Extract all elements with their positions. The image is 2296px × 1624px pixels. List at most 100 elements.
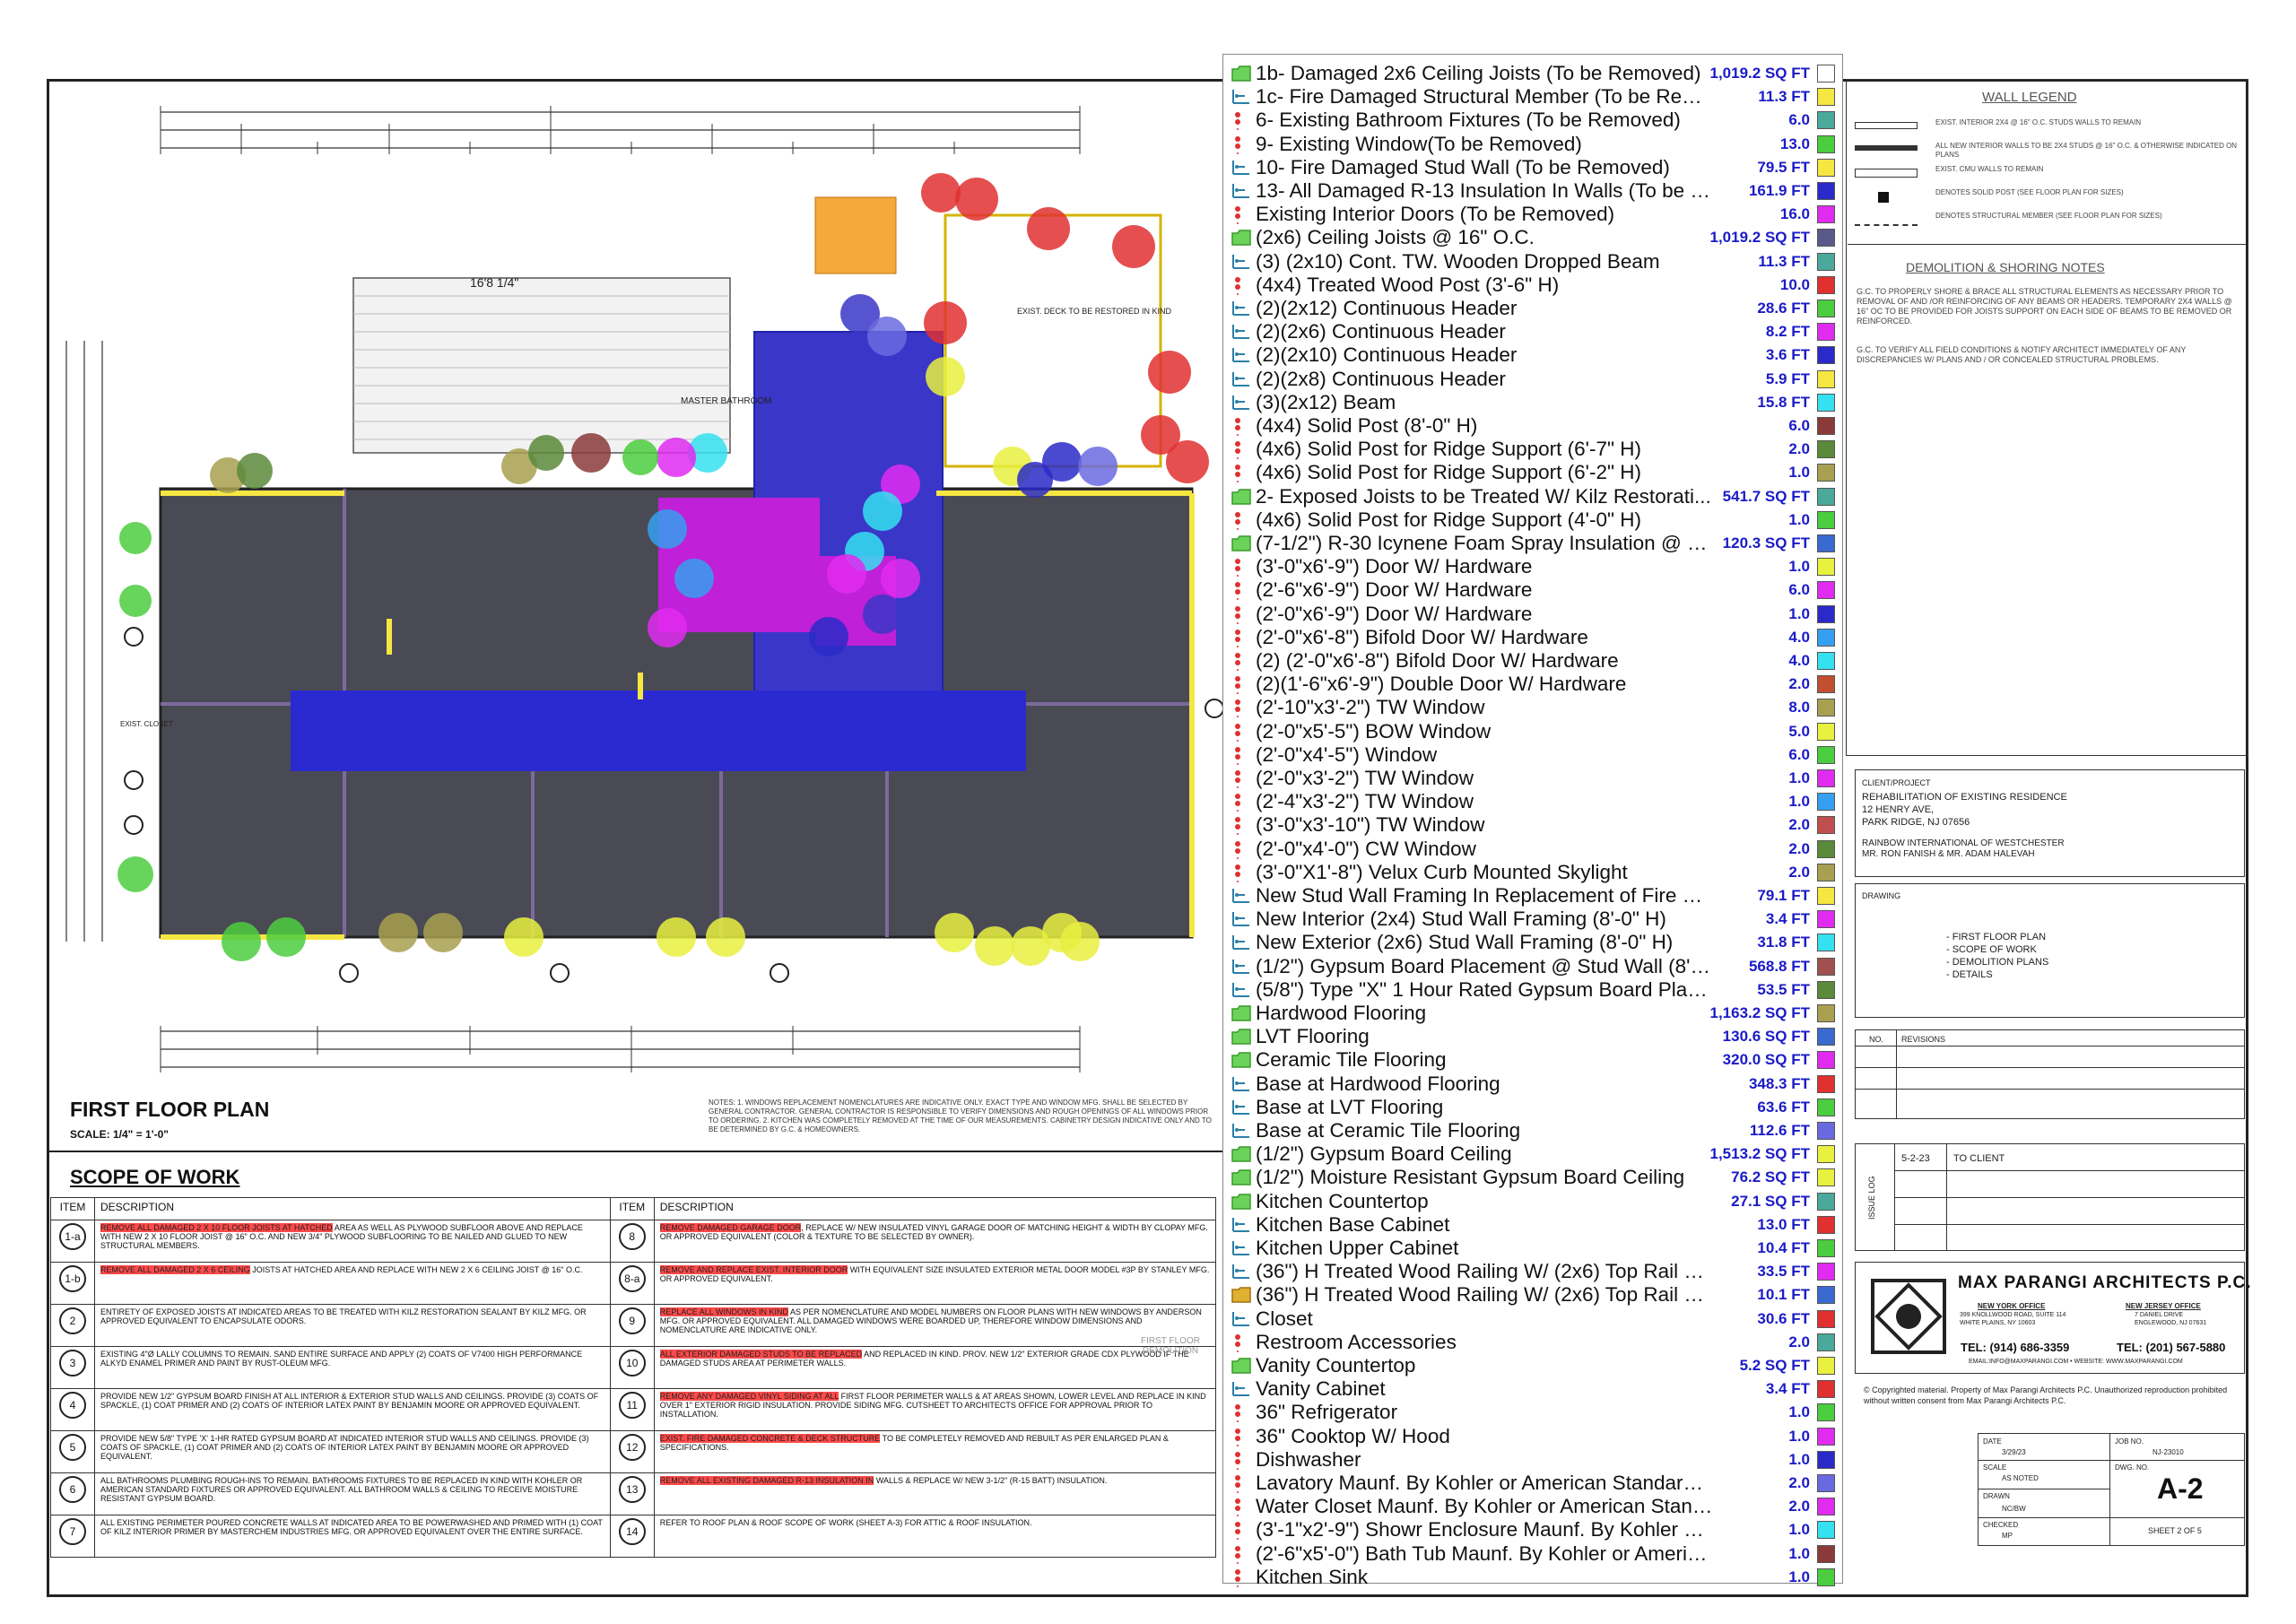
legend-row[interactable]: (2)(2x8) Continuous Header 5.9 FT: [1223, 368, 1842, 391]
legend-row[interactable]: 9- Existing Window(To be Removed) 13.0: [1223, 133, 1842, 156]
legend-row[interactable]: (4x4) Treated Wood Post (3'-6" H) 10.0: [1223, 274, 1842, 297]
legend-row[interactable]: New Interior (2x4) Stud Wall Framing (8'…: [1223, 908, 1842, 931]
legend-row[interactable]: Ceramic Tile Flooring 320.0 SQ FT: [1223, 1048, 1842, 1072]
legend-row[interactable]: (2x6) Ceiling Joists @ 16" O.C. 1,019.2 S…: [1223, 226, 1842, 249]
legend-row[interactable]: (2)(2x10) Continuous Header 3.6 FT: [1223, 343, 1842, 367]
legend-label: (2)(1'-6"x6'-9") Double Door W/ Hardware: [1256, 673, 1627, 696]
legend-row[interactable]: 36" Refrigerator 1.0: [1223, 1401, 1842, 1424]
legend-row[interactable]: New Stud Wall Framing In Replacement of …: [1223, 884, 1842, 908]
legend-row[interactable]: Dishwasher 1.0: [1223, 1448, 1842, 1472]
legend-row[interactable]: (2'-0"x3'-2") TW Window 1.0: [1223, 767, 1842, 790]
legend-row[interactable]: Vanity Countertop 5.2 SQ FT: [1223, 1354, 1842, 1377]
legend-row[interactable]: (2'-4"x3'-2") TW Window 1.0: [1223, 790, 1842, 813]
legend-row[interactable]: (1/2") Gypsum Board Placement @ Stud Wal…: [1223, 955, 1842, 978]
legend-row[interactable]: (2)(1'-6"x6'-9") Double Door W/ Hardware…: [1223, 673, 1842, 696]
legend-row[interactable]: (2'-6"x5'-0") Bath Tub Maunf. By Kohler …: [1223, 1542, 1842, 1566]
legend-row[interactable]: Water Closet Maunf. By Kohler or America…: [1223, 1495, 1842, 1518]
legend-row[interactable]: (5/8") Type "X" 1 Hour Rated Gypsum Boar…: [1223, 978, 1842, 1002]
legend-row[interactable]: 6- Existing Bathroom Fixtures (To be Rem…: [1223, 109, 1842, 132]
legend-row[interactable]: (4x6) Solid Post for Ridge Support (6'-2…: [1223, 461, 1842, 484]
legend-row[interactable]: (3'-1"x2'-9") Showr Enclosure Maunf. By …: [1223, 1518, 1842, 1541]
legend-row[interactable]: (1/2") Gypsum Board Ceiling 1,513.2 SQ FT: [1223, 1142, 1842, 1166]
dwg-number: A-2: [2157, 1472, 2204, 1505]
legend-row[interactable]: 10- Fire Damaged Stud Wall (To be Remove…: [1223, 156, 1842, 179]
legend-row[interactable]: (2'-0"x6'-8") Bifold Door W/ Hardware 4.0: [1223, 626, 1842, 649]
legend-row[interactable]: 36" Cooktop W/ Hood 1.0: [1223, 1425, 1842, 1448]
legend-color-swatch: [1817, 558, 1835, 577]
count-markers[interactable]: [117, 173, 1209, 966]
legend-row[interactable]: (2) (2'-0"x6'-8") Bifold Door W/ Hardwar…: [1223, 649, 1842, 673]
watermark-text: FIRST FLOOR DEMOLITION: [1141, 1336, 1200, 1356]
legend-row[interactable]: 13- All Damaged R-13 Insulation In Walls…: [1223, 179, 1842, 203]
legend-row[interactable]: (2)(2x12) Continuous Header 28.6 FT: [1223, 297, 1842, 320]
legend-row[interactable]: (4x6) Solid Post for Ridge Support (6'-7…: [1223, 438, 1842, 461]
legend-row[interactable]: (2'-0"x4'-0") CW Window 2.0: [1223, 838, 1842, 861]
divider: [47, 1151, 1222, 1152]
takeoff-legend-panel[interactable]: 1b- Damaged 2x6 Ceiling Joists (To be Re…: [1222, 54, 1843, 1588]
legend-color-swatch: [1817, 769, 1835, 787]
count-measure-icon: [1235, 511, 1240, 530]
window-marker: [119, 522, 152, 554]
legend-row[interactable]: (2'-0"x4'-5") Window 6.0: [1223, 743, 1842, 767]
legend-row[interactable]: Kitchen Upper Cabinet 10.4 FT: [1223, 1237, 1842, 1260]
legend-row[interactable]: New Exterior (2x6) Stud Wall Framing (8'…: [1223, 931, 1842, 954]
legend-row[interactable]: (3)(2x12) Beam 15.8 FT: [1223, 391, 1842, 414]
legend-row[interactable]: (2'-6"x6'-9") Door W/ Hardware 6.0: [1223, 578, 1842, 602]
legend-row[interactable]: (2'-10"x3'-2") TW Window 8.0: [1223, 696, 1842, 719]
legend-row[interactable]: (2)(2x6) Continuous Header 8.2 FT: [1223, 320, 1842, 343]
legend-quantity: 2.0: [1788, 675, 1810, 693]
legend-label: 1b- Damaged 2x6 Ceiling Joists (To be Re…: [1256, 62, 1701, 84]
legend-row[interactable]: (2'-0"x6'-9") Door W/ Hardware 1.0: [1223, 603, 1842, 626]
legend-quantity: 2.0: [1788, 1498, 1810, 1515]
drawing-sheet-border: [47, 79, 2248, 1597]
drawn-value: NC/BW: [2002, 1505, 2026, 1513]
legend-row[interactable]: (3'-0"x3'-10") TW Window 2.0: [1223, 813, 1842, 837]
legend-color-swatch: [1817, 957, 1835, 976]
count-measure-icon: [1235, 465, 1240, 483]
legend-quantity: 10.0: [1779, 275, 1810, 293]
legend-row[interactable]: Kitchen Sink 1.0: [1223, 1566, 1842, 1589]
legend-row[interactable]: 1c- Fire Damaged Structural Member (To b…: [1223, 85, 1842, 109]
legend-row[interactable]: (1/2") Moisture Resistant Gypsum Board C…: [1223, 1166, 1842, 1189]
dimension-label: 16'8 1/4": [470, 275, 518, 290]
scope-row: 1-b REMOVE ALL DAMAGED 2 X 6 CEILING JOIS…: [50, 1262, 1217, 1305]
legend-row[interactable]: Vanity Cabinet 3.4 FT: [1223, 1377, 1842, 1401]
legend-row[interactable]: Kitchen Countertop 27.1 SQ FT: [1223, 1190, 1842, 1213]
legend-row[interactable]: (3) (2x10) Cont. TW. Wooden Dropped Beam…: [1223, 250, 1842, 274]
legend-row[interactable]: Lavatory Maunf. By Kohler or American St…: [1223, 1472, 1842, 1495]
legend-row[interactable]: (2'-0"x5'-5") BOW Window 5.0: [1223, 720, 1842, 743]
legend-row[interactable]: (3'-0"X1'-8") Velux Curb Mounted Skyligh…: [1223, 861, 1842, 884]
wall-legend-swatch: [1855, 224, 1918, 226]
legend-row[interactable]: Hardwood Flooring 1,163.2 SQ FT: [1223, 1002, 1842, 1025]
legend-row[interactable]: LVT Flooring 130.6 SQ FT: [1223, 1025, 1842, 1048]
legend-row[interactable]: Base at LVT Flooring 63.6 FT: [1223, 1096, 1842, 1119]
legend-row[interactable]: Base at Ceramic Tile Flooring 112.6 FT: [1223, 1119, 1842, 1142]
window-marker: [706, 917, 745, 957]
legend-row[interactable]: (36") H Treated Wood Railing W/ (2x6) To…: [1223, 1283, 1842, 1307]
wall-legend-title: WALL LEGEND: [1982, 90, 2077, 105]
legend-row[interactable]: 2- Exposed Joists to be Treated W/ Kilz …: [1223, 485, 1842, 508]
legend-row[interactable]: (7-1/2") R-30 Icynene Foam Spray Insulat…: [1223, 532, 1842, 555]
legend-row[interactable]: (3'-0"x6'-9") Door W/ Hardware 1.0: [1223, 555, 1842, 578]
legend-row[interactable]: Base at Hardwood Flooring 348.3 FT: [1223, 1073, 1842, 1096]
legend-label: (2)(2x10) Continuous Header: [1256, 343, 1518, 367]
legend-row[interactable]: (4x4) Solid Post (8'-0" H) 6.0: [1223, 414, 1842, 438]
legend-color-swatch: [1817, 1357, 1835, 1375]
legend-label: 10- Fire Damaged Stud Wall (To be Remove…: [1256, 155, 1670, 178]
legend-color-swatch: [1817, 722, 1835, 741]
legend-row[interactable]: 1b- Damaged 2x6 Ceiling Joists (To be Re…: [1223, 62, 1842, 85]
legend-row[interactable]: (4x6) Solid Post for Ridge Support (4'-0…: [1223, 508, 1842, 532]
scope-description: AS PER NOMENCLATURE AND MODEL NUMBERS ON…: [659, 1307, 1202, 1334]
floor-plan-canvas[interactable]: 16'8 1/4" MASTER BATHROOM EXIST. DECK TO…: [48, 81, 1223, 1094]
legend-row[interactable]: Closet 30.6 FT: [1223, 1307, 1842, 1331]
legend-quantity: 16.0: [1779, 205, 1810, 223]
legend-row[interactable]: (36") H Treated Wood Railing W/ (2x6) To…: [1223, 1260, 1842, 1283]
legend-row[interactable]: Restroom Accessories 2.0: [1223, 1331, 1842, 1354]
col-item-right: ITEM: [609, 1197, 655, 1220]
legend-row[interactable]: Kitchen Base Cabinet 13.0 FT: [1223, 1213, 1842, 1237]
legend-label: (2'-0"x6'-8") Bifold Door W/ Hardware: [1256, 625, 1588, 648]
closet-label: EXIST. CLOSET: [120, 720, 173, 728]
legend-row[interactable]: Existing Interior Doors (To be Removed) 1…: [1223, 203, 1842, 226]
window-marker: [1042, 442, 1082, 482]
firm-box: [1855, 1262, 2245, 1374]
